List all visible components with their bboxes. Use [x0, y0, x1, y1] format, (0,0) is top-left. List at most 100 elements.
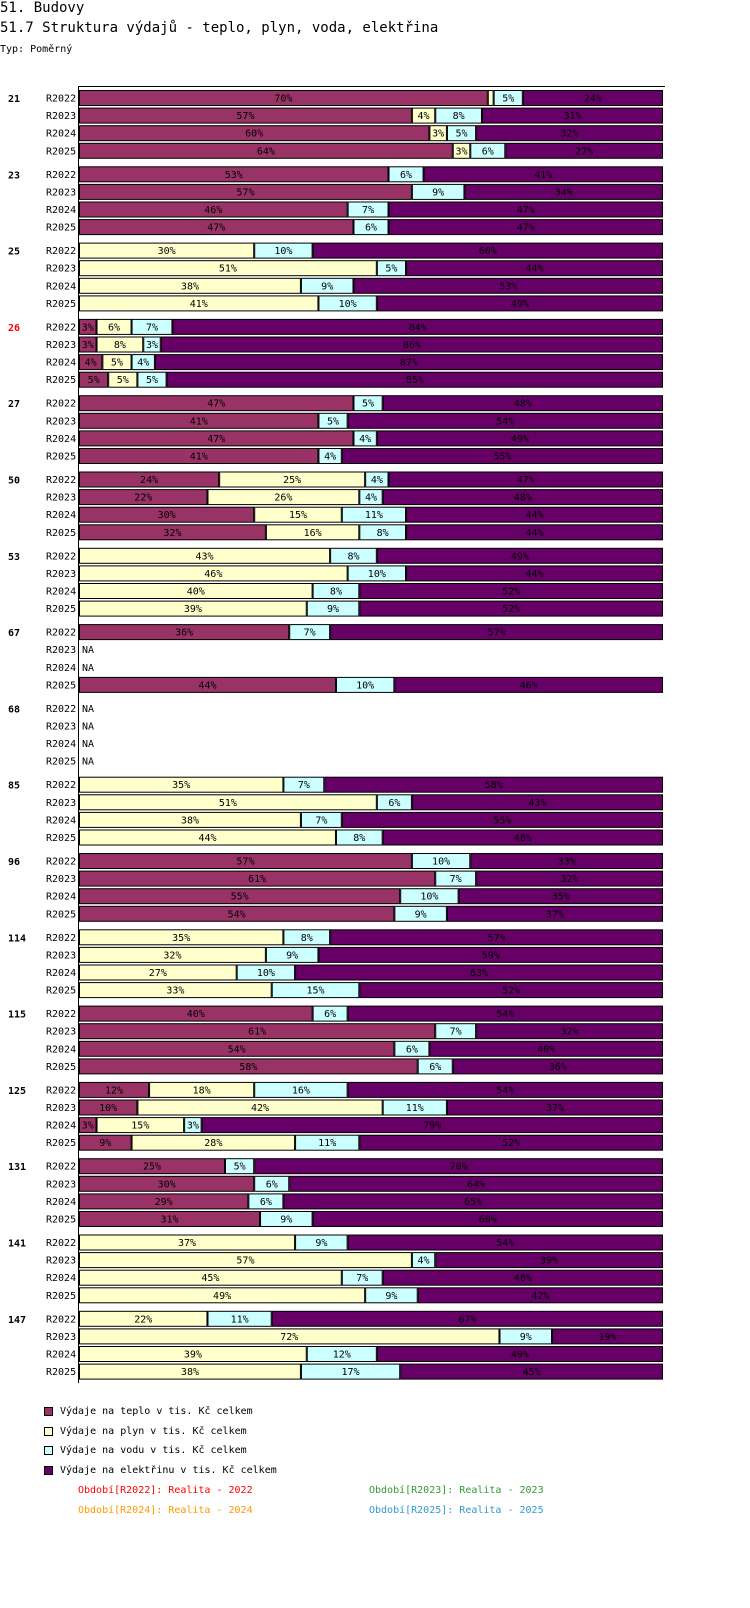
- bar-segment-elektrina-53-R2023: [406, 565, 664, 582]
- data-label-plyn-25-R2022: 30%: [158, 246, 176, 257]
- data-label-teplo-96-R2023: 61%: [248, 874, 266, 885]
- data-label-plyn-21-R2025: 3%: [455, 146, 467, 157]
- group-label-67: 67: [8, 628, 20, 639]
- data-label-elektrina-50-R2023: 48%: [514, 493, 532, 504]
- legend-item-plyn: Výdaje na plyn v tis. Kč celkem: [44, 1422, 277, 1442]
- data-label-voda-131-R2022: 5%: [234, 1162, 246, 1173]
- bar-segment-teplo-23-R2023: [79, 183, 412, 200]
- bar-segment-plyn-114-R2023: [79, 946, 266, 963]
- bar-segment-elektrina-114-R2025: [359, 982, 663, 999]
- row-label-23-R2023: R2023: [46, 187, 76, 198]
- row-label-26-R2024: R2024: [46, 358, 76, 369]
- bar-segment-plyn-125-R2023: [137, 1099, 383, 1116]
- bar-segment-elektrina-125-R2024: [201, 1117, 663, 1134]
- data-label-teplo-26-R2025: 5%: [88, 375, 100, 386]
- data-label-elektrina-23-R2022: 41%: [534, 170, 552, 181]
- bar-segment-voda-147-R2024: [306, 1346, 377, 1362]
- bar-segment-teplo-125-R2025: [79, 1134, 132, 1151]
- data-label-teplo-27-R2024: 47%: [207, 434, 225, 445]
- data-label-plyn-125-R2024: 15%: [131, 1121, 149, 1132]
- bar-segment-plyn-21-R2025: [452, 142, 471, 159]
- bar-segment-teplo-27-R2022: [79, 395, 354, 412]
- group-label-21: 21: [8, 94, 20, 105]
- data-label-elektrina-141-R2022: 54%: [496, 1238, 514, 1249]
- data-label-plyn-147-R2024: 39%: [184, 1350, 202, 1361]
- group-label-131: 131: [8, 1162, 26, 1173]
- bar-segment-elektrina-26-R2025: [166, 371, 663, 388]
- data-label-voda-23-R2024: 7%: [362, 205, 374, 216]
- bar-segment-elektrina-26-R2022: [172, 318, 663, 335]
- row-label-50-R2022: R2022: [46, 475, 76, 486]
- bar-segment-teplo-27-R2024: [79, 430, 354, 447]
- row-label-53-R2022: R2022: [46, 551, 76, 562]
- row-label-85-R2024: R2024: [46, 815, 76, 826]
- row-label-53-R2024: R2024: [46, 587, 76, 598]
- bar-segment-elektrina-131-R2025: [312, 1211, 663, 1227]
- row-label-115-R2025: R2025: [46, 1062, 76, 1073]
- bar-segment-voda-21-R2022: [493, 90, 523, 106]
- bar-segment-teplo-67-R2022: [79, 624, 290, 641]
- bar-segment-plyn-141-R2022: [79, 1234, 296, 1251]
- row-label-67-R2023: R2023: [46, 645, 76, 656]
- row-label-67-R2024: R2024: [46, 663, 76, 674]
- data-label-elektrina-25-R2025: 49%: [511, 299, 529, 310]
- bar-segment-elektrina-131-R2023: [289, 1175, 663, 1192]
- bar-segment-voda-23-R2024: [347, 201, 389, 218]
- bar-segment-teplo-23-R2025: [79, 219, 354, 236]
- data-label-elektrina-21-R2024: 32%: [561, 129, 579, 140]
- row-label-147-R2025: R2025: [46, 1367, 76, 1378]
- row-label-26-R2023: R2023: [46, 340, 76, 351]
- row-label-147-R2024: R2024: [46, 1350, 76, 1361]
- data-label-elektrina-50-R2022: 47%: [517, 475, 535, 486]
- data-label-elektrina-50-R2025: 44%: [525, 528, 543, 539]
- data-label-elektrina-85-R2022: 58%: [485, 780, 503, 791]
- bar-segment-voda-67-R2025: [335, 676, 395, 693]
- bar-segment-plyn-21-R2022: [487, 90, 494, 106]
- data-label-plyn-125-R2022: 18%: [193, 1085, 211, 1096]
- bar-segment-plyn-85-R2025: [79, 829, 336, 846]
- bar-segment-elektrina-21-R2025: [505, 142, 663, 159]
- bar-segment-teplo-21-R2022: [79, 90, 488, 106]
- data-label-voda-25-R2025: 10%: [339, 299, 357, 310]
- data-label-elektrina-23-R2023: 34%: [555, 187, 573, 198]
- row-label-85-R2025: R2025: [46, 833, 76, 844]
- data-label-voda-131-R2023: 6%: [266, 1179, 278, 1190]
- bar-segment-elektrina-50-R2023: [382, 489, 663, 506]
- bar-segment-elektrina-115-R2023: [476, 1023, 663, 1040]
- bar-segment-voda-125-R2024: [184, 1117, 202, 1134]
- bar-segment-plyn-25-R2024: [79, 277, 301, 294]
- row-label-131-R2023: R2023: [46, 1179, 76, 1190]
- bar-segment-voda-50-R2023: [359, 489, 383, 506]
- data-label-elektrina-125-R2023: 37%: [546, 1103, 564, 1114]
- data-label-voda-53-R2022: 8%: [347, 551, 359, 562]
- data-label-voda-53-R2025: 9%: [327, 604, 339, 615]
- data-label-teplo-131-R2024: 29%: [155, 1197, 173, 1208]
- data-label-voda-96-R2024: 10%: [420, 892, 438, 903]
- data-label-elektrina-115-R2023: 32%: [561, 1027, 579, 1038]
- bar-segment-elektrina-26-R2023: [160, 336, 663, 353]
- data-label-teplo-125-R2024: 3%: [82, 1121, 94, 1132]
- bar-segment-elektrina-25-R2025: [376, 295, 663, 312]
- bar-segment-voda-21-R2024: [446, 125, 477, 142]
- data-label-elektrina-125-R2025: 52%: [502, 1138, 520, 1149]
- row-label-67-R2022: R2022: [46, 628, 76, 639]
- bar-segment-voda-23-R2022: [388, 166, 424, 183]
- data-label-plyn-125-R2023: 42%: [251, 1103, 269, 1114]
- bar-segment-elektrina-27-R2023: [347, 412, 663, 429]
- data-label-teplo-96-R2025: 54%: [228, 909, 246, 920]
- data-label-elektrina-115-R2022: 54%: [496, 1009, 514, 1020]
- bar-segment-voda-96-R2022: [411, 853, 471, 869]
- data-label-teplo-21-R2024: 60%: [245, 129, 263, 140]
- data-label-teplo-125-R2023: 10%: [99, 1103, 117, 1114]
- data-label-plyn-141-R2022: 37%: [178, 1238, 196, 1249]
- bar-segment-voda-21-R2023: [435, 107, 482, 124]
- data-label-teplo-50-R2025: 32%: [163, 528, 181, 539]
- bar-segment-elektrina-85-R2022: [324, 776, 663, 793]
- data-label-teplo-50-R2022: 24%: [140, 475, 158, 486]
- data-label-elektrina-131-R2023: 64%: [467, 1179, 485, 1190]
- bar-segment-plyn-50-R2023: [207, 489, 360, 506]
- data-label-voda-23-R2025: 6%: [365, 223, 377, 234]
- data-label-plyn-147-R2025: 38%: [181, 1367, 199, 1378]
- data-label-elektrina-147-R2024: 49%: [511, 1350, 529, 1361]
- data-label-elektrina-21-R2023: 31%: [563, 111, 581, 122]
